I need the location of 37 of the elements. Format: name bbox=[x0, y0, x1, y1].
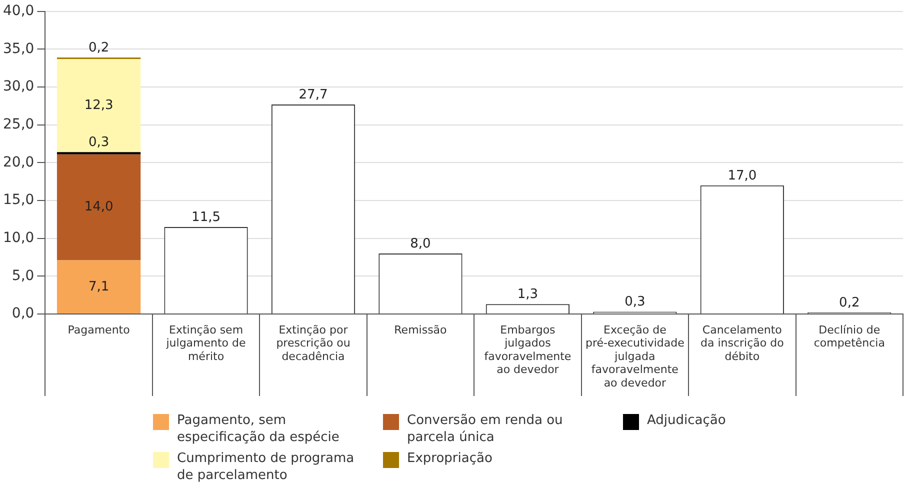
data-label: 12,3 bbox=[84, 98, 114, 113]
y-tick-label: 5,0 bbox=[12, 268, 34, 284]
legend-label: Conversão em renda ou parcela única bbox=[407, 412, 564, 446]
y-tick-label: 35,0 bbox=[3, 40, 34, 57]
y-tick-label: 30,0 bbox=[3, 78, 34, 95]
data-label: 11,5 bbox=[192, 210, 220, 225]
y-tick-label: 20,0 bbox=[3, 154, 34, 170]
data-label: 17,0 bbox=[728, 168, 757, 184]
y-tick-label: 40,0 bbox=[3, 3, 34, 20]
data-label: 8,0 bbox=[410, 236, 431, 252]
x-tick-label: Exceção de pré-executividade julgada favoravelmente ao devedor bbox=[585, 323, 685, 390]
data-label: 0,2 bbox=[88, 40, 110, 56]
x-tick-label: Declínio de competência bbox=[814, 323, 885, 350]
data-label: 0,3 bbox=[88, 134, 110, 150]
y-tick-label: 10,0 bbox=[3, 230, 34, 246]
legend-label: Expropriação bbox=[407, 450, 492, 467]
x-tick-label: Pagamento bbox=[68, 323, 130, 336]
data-label: 0,2 bbox=[839, 295, 860, 310]
bar bbox=[56, 154, 141, 260]
data-label: 0,3 bbox=[624, 294, 646, 310]
data-label: 1,3 bbox=[517, 287, 538, 302]
y-tick-label: 15,0 bbox=[3, 192, 34, 208]
y-tick-label: 25,0 bbox=[3, 116, 34, 133]
x-tick-label: Extinção por prescrição ou decadência bbox=[276, 323, 350, 363]
bar bbox=[56, 59, 141, 152]
y-tick-label: 0,0 bbox=[12, 306, 34, 322]
data-label: 14,0 bbox=[84, 200, 114, 215]
legend-label: Cumprimento de programa de parcelamento bbox=[177, 450, 356, 484]
data-label: 27,7 bbox=[298, 87, 328, 102]
data-label: 7,1 bbox=[88, 279, 110, 294]
x-tick-label: Embargos julgados favoravelmente ao devedor bbox=[484, 323, 572, 376]
x-tick-label: Extinção sem julgamento de mérito bbox=[165, 323, 246, 363]
bar bbox=[56, 260, 141, 314]
legend-label: Adjudicação bbox=[647, 412, 726, 429]
x-tick-label: Cancelamento da inscrição do débito bbox=[700, 323, 784, 363]
x-tick-label: Remissão bbox=[394, 323, 448, 336]
legend-label: Pagamento, sem especificação da espécie bbox=[177, 412, 340, 446]
